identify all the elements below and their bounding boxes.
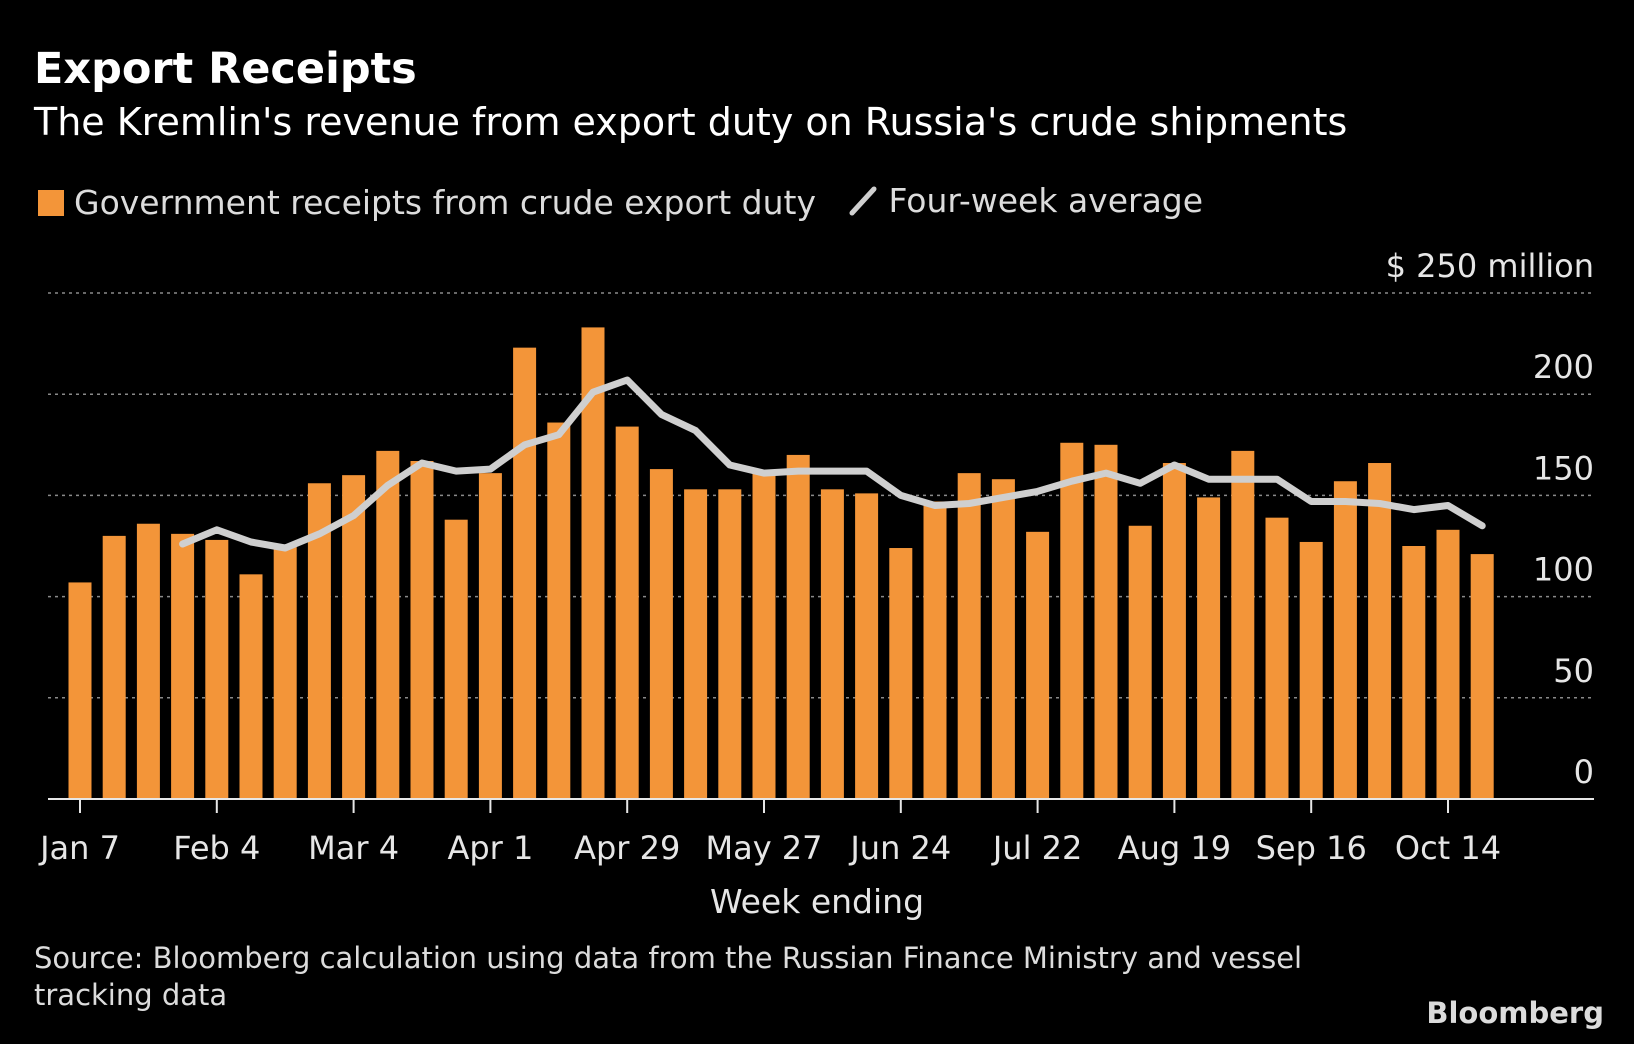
bar xyxy=(581,327,605,799)
bar-swatch-icon xyxy=(38,189,64,216)
bar xyxy=(171,533,195,799)
bar xyxy=(1368,463,1392,799)
x-tick-label: Oct 14 xyxy=(1395,829,1501,867)
x-tick-label: Jul 22 xyxy=(991,829,1083,867)
bar xyxy=(239,574,263,799)
bar xyxy=(1128,525,1152,799)
bar xyxy=(307,483,331,799)
chart-title: Export Receipts xyxy=(34,44,417,94)
bar xyxy=(718,489,742,799)
bar xyxy=(444,519,468,799)
source-note: Source: Bloomberg calculation using data… xyxy=(34,941,1303,1012)
bar xyxy=(1231,450,1255,799)
bar xyxy=(1333,481,1357,799)
x-tick-label: Sep 16 xyxy=(1256,829,1367,867)
bar xyxy=(684,489,708,799)
bar xyxy=(68,582,92,799)
x-tick-label: May 27 xyxy=(705,829,822,867)
average-line-series xyxy=(179,376,1486,552)
x-tick-label: Aug 19 xyxy=(1118,829,1231,867)
legend-line-label: Four-week average xyxy=(888,181,1204,220)
bar xyxy=(820,489,844,799)
bar xyxy=(1197,497,1221,799)
legend: Government receipts from crude export du… xyxy=(38,181,1225,224)
x-axis xyxy=(48,798,1594,813)
bar xyxy=(1402,546,1426,799)
legend-item-bars: Government receipts from crude export du… xyxy=(38,183,816,222)
bar xyxy=(649,469,673,799)
bar xyxy=(273,546,297,799)
average-line xyxy=(179,376,1486,552)
legend-item-line: Four-week average xyxy=(848,181,1203,220)
y-axis-labels: 0 50 100 150 200 $ 250 million xyxy=(1386,247,1594,791)
bar xyxy=(889,548,913,799)
bar xyxy=(923,501,947,799)
x-tick-label: Jan 7 xyxy=(38,829,120,867)
bar xyxy=(478,473,502,799)
bar xyxy=(786,454,810,799)
bar xyxy=(1265,517,1289,799)
x-axis-labels: Jan 7 Feb 4 Mar 4 Apr 1 Apr 29 May 27 Jun 24 Ju… xyxy=(38,829,1501,867)
bar xyxy=(1026,531,1050,799)
bar xyxy=(1436,529,1460,799)
line-swatch-icon xyxy=(849,186,877,215)
x-tick-label: Mar 4 xyxy=(308,829,399,867)
x-axis-title: Week ending xyxy=(709,882,925,921)
bar-series xyxy=(68,327,1494,799)
bar xyxy=(855,493,879,799)
x-tick-label: Jun 24 xyxy=(848,829,951,867)
bar xyxy=(513,347,537,799)
bar xyxy=(410,460,434,799)
bar xyxy=(1060,442,1084,799)
legend-bars-label: Government receipts from crude export du… xyxy=(74,183,816,222)
bar xyxy=(102,535,126,799)
bar xyxy=(205,539,229,799)
bar xyxy=(1094,444,1118,799)
y-tick-label: $ 250 million xyxy=(1386,247,1594,285)
x-tick-label: Apr 1 xyxy=(447,829,533,867)
chart-subtitle: The Kremlin's revenue from export duty o… xyxy=(34,100,1348,144)
bar xyxy=(615,426,639,799)
y-tick-label: 100 xyxy=(1533,551,1594,589)
bar xyxy=(547,422,571,799)
bar xyxy=(376,450,400,799)
bar xyxy=(136,523,160,799)
bar xyxy=(752,471,776,799)
bar xyxy=(991,479,1015,799)
bar xyxy=(957,473,981,799)
y-tick-label: 150 xyxy=(1533,449,1594,487)
y-tick-label: 0 xyxy=(1574,753,1594,791)
bar xyxy=(342,475,366,799)
y-tick-label: 200 xyxy=(1533,348,1594,386)
x-tick-label: Feb 4 xyxy=(173,829,260,867)
bar xyxy=(1299,541,1323,799)
bar xyxy=(1470,554,1494,799)
x-tick-label: Apr 29 xyxy=(574,829,680,867)
bloomberg-logo: Bloomberg xyxy=(1426,996,1604,1030)
bar xyxy=(1162,463,1186,799)
y-tick-label: 50 xyxy=(1553,652,1594,690)
